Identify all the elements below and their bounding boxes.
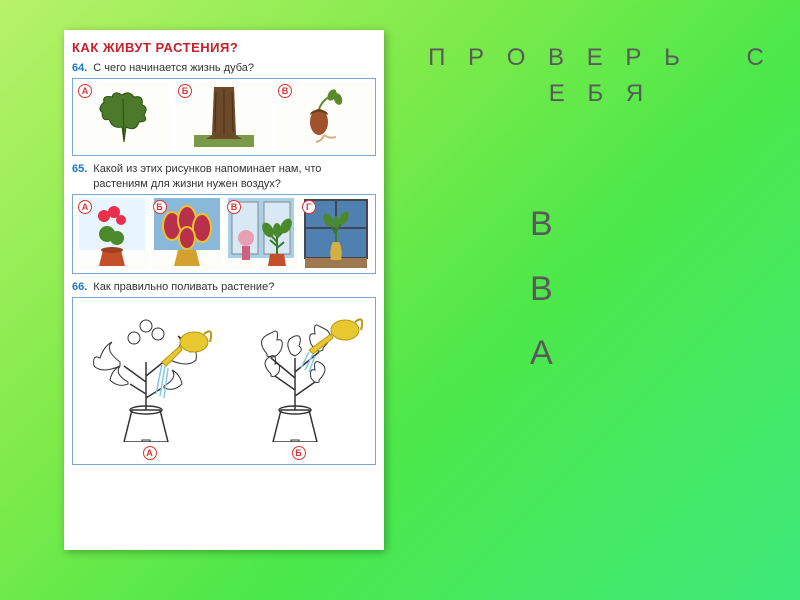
q66-option-a[interactable]: А — [77, 302, 222, 460]
q65-badge-d: Г — [302, 200, 316, 214]
q65-number: 65. — [72, 162, 87, 191]
q65-text: Какой из этих рисунков напоминает нам, ч… — [93, 162, 376, 191]
question-65: 65. Какой из этих рисунков напоминает на… — [72, 162, 376, 274]
worksheet-title: КАК ЖИВУТ РАСТЕНИЯ? — [72, 40, 376, 55]
answer-2: В — [530, 257, 780, 322]
q66-options: А Б — [72, 297, 376, 465]
answer-3: А — [530, 321, 780, 386]
q66-option-b[interactable]: Б — [226, 302, 371, 460]
watering-leaves-icon — [229, 302, 369, 442]
q65-label: 65. Какой из этих рисунков напоминает на… — [72, 162, 376, 191]
oak-leaf-icon — [94, 87, 154, 147]
q64-option-b[interactable]: Б — [176, 82, 272, 152]
q64-options: А Б В — [72, 78, 376, 156]
q65-badge-b: Б — [153, 200, 167, 214]
q65-option-d[interactable]: Г — [300, 198, 373, 270]
q66-text: Как правильно поливать растение? — [93, 280, 274, 294]
q65-badge-c: В — [227, 200, 241, 214]
q64-label: 64. С чего начинается жизнь дуба? — [72, 61, 376, 75]
acorn-sprout-icon — [294, 87, 354, 147]
watering-soil-icon — [80, 302, 220, 442]
q65-option-a[interactable]: А — [76, 198, 149, 270]
q66-badge-a: А — [143, 446, 157, 460]
q64-text: С чего начинается жизнь дуба? — [93, 61, 254, 75]
answers-list: В В А — [420, 192, 780, 386]
q65-badge-a: А — [78, 200, 92, 214]
right-panel: П Р О В Е Р Ь С Е Б Я В В А — [420, 40, 780, 386]
tree-trunk-icon — [194, 87, 254, 147]
check-yourself-heading: П Р О В Е Р Ь С Е Б Я — [420, 40, 780, 112]
q66-badge-b: Б — [292, 446, 306, 460]
q64-badge-c: В — [278, 84, 292, 98]
q64-badge-b: Б — [178, 84, 192, 98]
q65-options: А Б — [72, 194, 376, 274]
q65-option-b[interactable]: Б — [151, 198, 224, 270]
answer-1: В — [530, 192, 780, 257]
q64-option-a[interactable]: А — [76, 82, 172, 152]
q64-badge-a: А — [78, 84, 92, 98]
q65-option-c[interactable]: В — [225, 198, 298, 270]
q66-label: 66. Как правильно поливать растение? — [72, 280, 376, 294]
q66-number: 66. — [72, 280, 87, 294]
worksheet-panel: КАК ЖИВУТ РАСТЕНИЯ? 64. С чего начинаетс… — [64, 30, 384, 550]
q64-number: 64. — [72, 61, 87, 75]
heading-line-1: П Р О В Е Р Ь — [428, 44, 688, 71]
question-66: 66. Как правильно поливать растение? — [72, 280, 376, 465]
q64-option-c[interactable]: В — [276, 82, 372, 152]
question-64: 64. С чего начинается жизнь дуба? А Б — [72, 61, 376, 156]
